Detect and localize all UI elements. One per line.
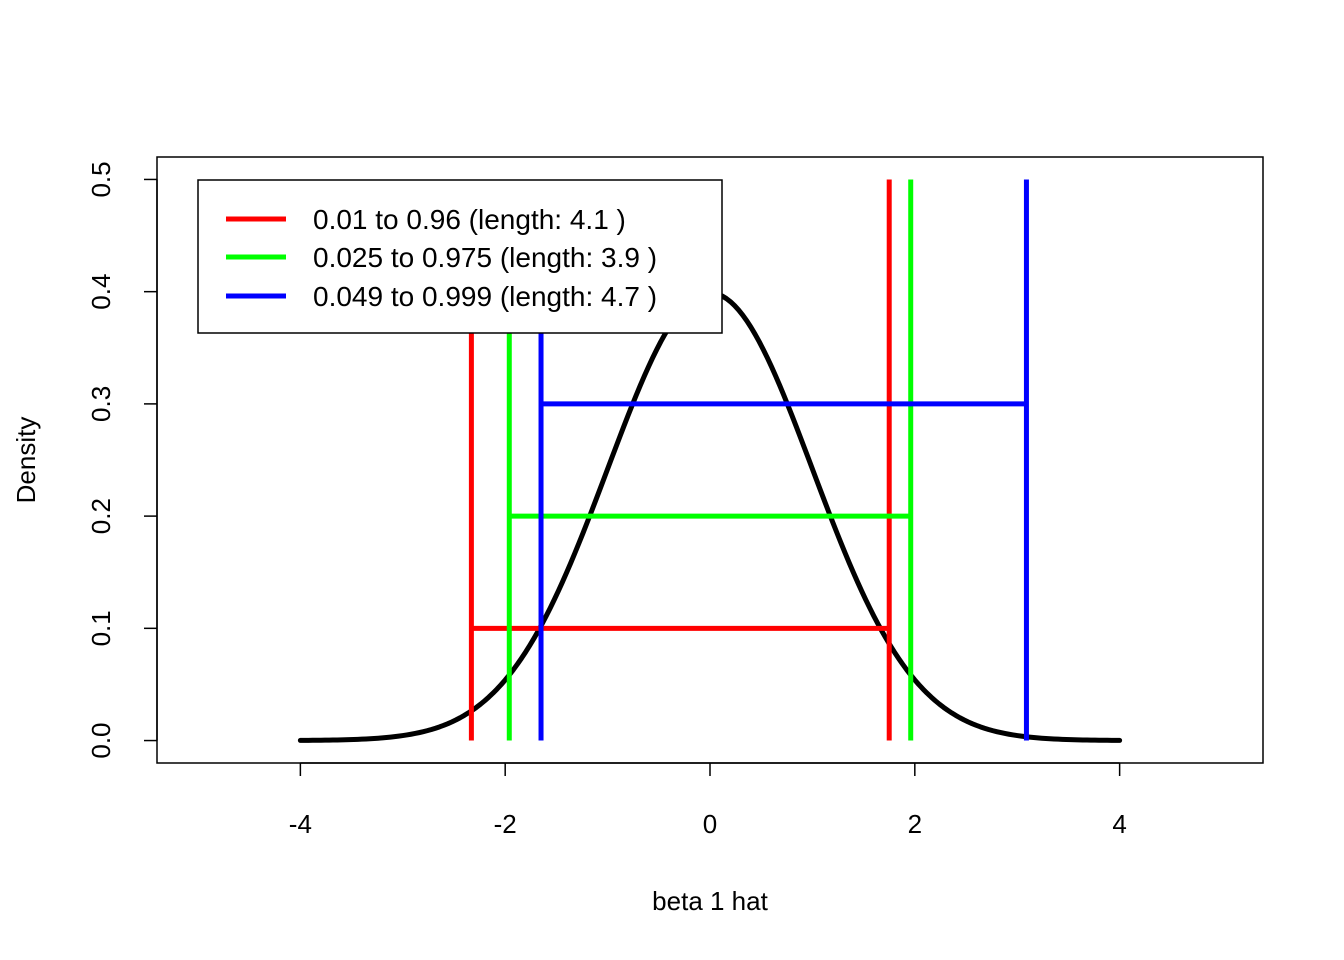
y-tick-label: 0.0 [86,722,116,758]
legend-label-1: 0.01 to 0.96 (length: 4.1 ) [313,204,626,235]
x-tick-label: 2 [908,809,922,839]
x-tick-label: 0 [703,809,717,839]
y-tick-label: 0.2 [86,498,116,534]
y-tick-label: 0.3 [86,386,116,422]
x-axis: -4 -2 0 2 4 [289,762,1127,839]
legend-label-2: 0.025 to 0.975 (length: 3.9 ) [313,242,657,273]
y-tick-label: 0.1 [86,610,116,646]
x-tick-label: -2 [494,809,517,839]
x-tick-label: -4 [289,809,312,839]
y-tick-label: 0.4 [86,274,116,310]
x-tick-label: 4 [1112,809,1126,839]
x-axis-title: beta 1 hat [652,886,768,916]
legend: 0.01 to 0.96 (length: 4.1 ) 0.025 to 0.9… [197,179,723,334]
y-axis: 0.0 0.1 0.2 0.3 0.4 0.5 [86,161,158,759]
y-tick-label: 0.5 [86,161,116,197]
legend-label-3: 0.049 to 0.999 (length: 4.7 ) [313,281,657,312]
y-axis-title: Density [11,417,41,504]
